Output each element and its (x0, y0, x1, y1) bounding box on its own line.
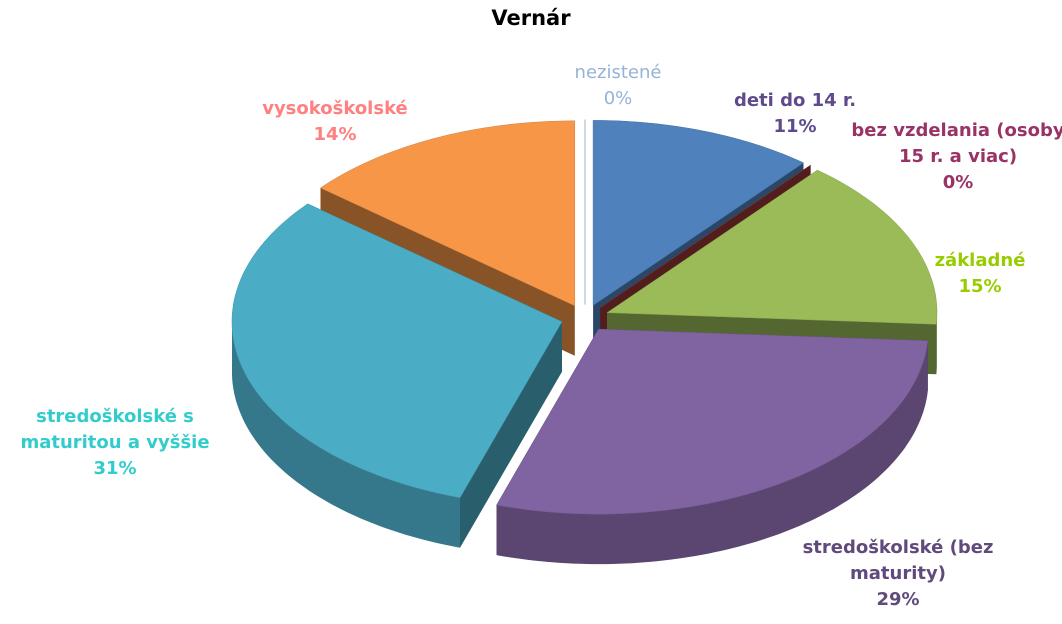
slice-wall (936, 312, 937, 375)
value-label: 15% (958, 276, 1002, 297)
chart-title: Vernár (491, 6, 571, 30)
slice-wall (232, 321, 460, 548)
slice (319, 120, 576, 307)
slice-label: deti do 14 r. 11% (715, 88, 875, 140)
slice (606, 169, 938, 325)
slice (231, 203, 563, 498)
value-label: 31% (93, 458, 137, 479)
slice (592, 120, 805, 306)
value-label: 0% (942, 172, 974, 193)
category-name: stredoškolské s maturitou a vyššie (20, 406, 210, 453)
category-name: základné (934, 250, 1026, 271)
value-label: 14% (313, 124, 357, 145)
category-name: stredoškolské (bez maturity) (802, 537, 994, 584)
category-name: nezistené (574, 62, 662, 83)
category-name: vysokoškolské (262, 98, 408, 119)
slice-label: stredoškolské (bez maturity) 29% (778, 535, 1018, 613)
slice-label: stredoškolské s maturitou a vyššie 31% (0, 404, 230, 482)
value-label: 29% (876, 589, 920, 610)
slice-label: vysokoškolské 14% (235, 96, 435, 148)
category-name: bez vzdelania (osoby 15 r. a viac) (851, 120, 1062, 167)
value-label: 11% (773, 116, 817, 137)
category-name: deti do 14 r. (733, 90, 857, 111)
slice-label: bez vzdelania (osoby 15 r. a viac) 0% (843, 118, 1062, 196)
slice-label: nezistené 0% (543, 60, 693, 112)
slice (600, 164, 811, 308)
value-label: 0% (603, 88, 633, 109)
slice-label: základné 15% (905, 248, 1055, 300)
slice (496, 328, 929, 515)
slice-wall (496, 340, 928, 565)
slice-side (460, 321, 562, 548)
